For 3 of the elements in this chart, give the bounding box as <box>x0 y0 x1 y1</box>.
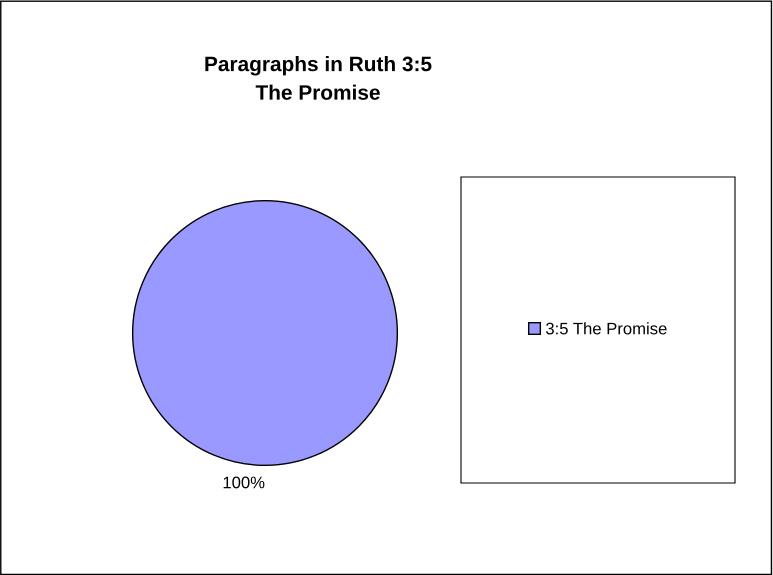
chart-title: Paragraphs in Ruth 3:5 The Promise <box>205 56 432 100</box>
legend-label: 3:5 The Promise <box>546 322 667 334</box>
data-label: 100% <box>224 476 264 488</box>
